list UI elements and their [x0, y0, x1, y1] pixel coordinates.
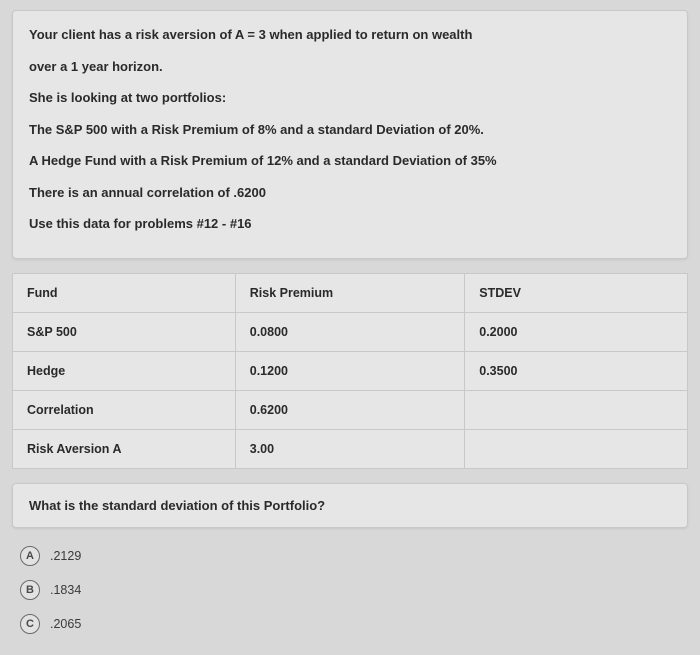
problem-line: She is looking at two portfolios: — [29, 88, 671, 108]
option-label: .1834 — [50, 583, 81, 597]
cell-stdev: 0.3500 — [465, 351, 688, 390]
option-label: .2065 — [50, 617, 81, 631]
problem-statement: Your client has a risk aversion of A = 3… — [12, 10, 688, 259]
problem-line: The S&P 500 with a Risk Premium of 8% an… — [29, 120, 671, 140]
problem-line: There is an annual correlation of .6200 — [29, 183, 671, 203]
cell-fund: Correlation — [13, 390, 236, 429]
cell-stdev — [465, 429, 688, 468]
option-letter-icon: A — [20, 546, 40, 566]
option-label: .2129 — [50, 549, 81, 563]
answer-options: A .2129 B .1834 C .2065 — [12, 546, 688, 634]
problem-line: Your client has a risk aversion of A = 3… — [29, 25, 671, 45]
option-letter-icon: C — [20, 614, 40, 634]
cell-stdev — [465, 390, 688, 429]
cell-rp: 0.6200 — [235, 390, 465, 429]
cell-rp: 3.00 — [235, 429, 465, 468]
cell-fund: S&P 500 — [13, 312, 236, 351]
option-letter-icon: B — [20, 580, 40, 600]
cell-rp: 0.0800 — [235, 312, 465, 351]
table-row: S&P 500 0.0800 0.2000 — [13, 312, 688, 351]
table-header-row: Fund Risk Premium STDEV — [13, 273, 688, 312]
option-c[interactable]: C .2065 — [20, 614, 688, 634]
table-header-fund: Fund — [13, 273, 236, 312]
cell-stdev: 0.2000 — [465, 312, 688, 351]
table-header-rp: Risk Premium — [235, 273, 465, 312]
question-text: What is the standard deviation of this P… — [12, 483, 688, 528]
cell-fund: Risk Aversion A — [13, 429, 236, 468]
problem-line: Use this data for problems #12 - #16 — [29, 214, 671, 234]
data-table: Fund Risk Premium STDEV S&P 500 0.0800 0… — [12, 273, 688, 469]
option-b[interactable]: B .1834 — [20, 580, 688, 600]
cell-rp: 0.1200 — [235, 351, 465, 390]
table-header-stdev: STDEV — [465, 273, 688, 312]
option-a[interactable]: A .2129 — [20, 546, 688, 566]
table-row: Correlation 0.6200 — [13, 390, 688, 429]
problem-line: over a 1 year horizon. — [29, 57, 671, 77]
problem-line: A Hedge Fund with a Risk Premium of 12% … — [29, 151, 671, 171]
table-row: Risk Aversion A 3.00 — [13, 429, 688, 468]
table-row: Hedge 0.1200 0.3500 — [13, 351, 688, 390]
cell-fund: Hedge — [13, 351, 236, 390]
